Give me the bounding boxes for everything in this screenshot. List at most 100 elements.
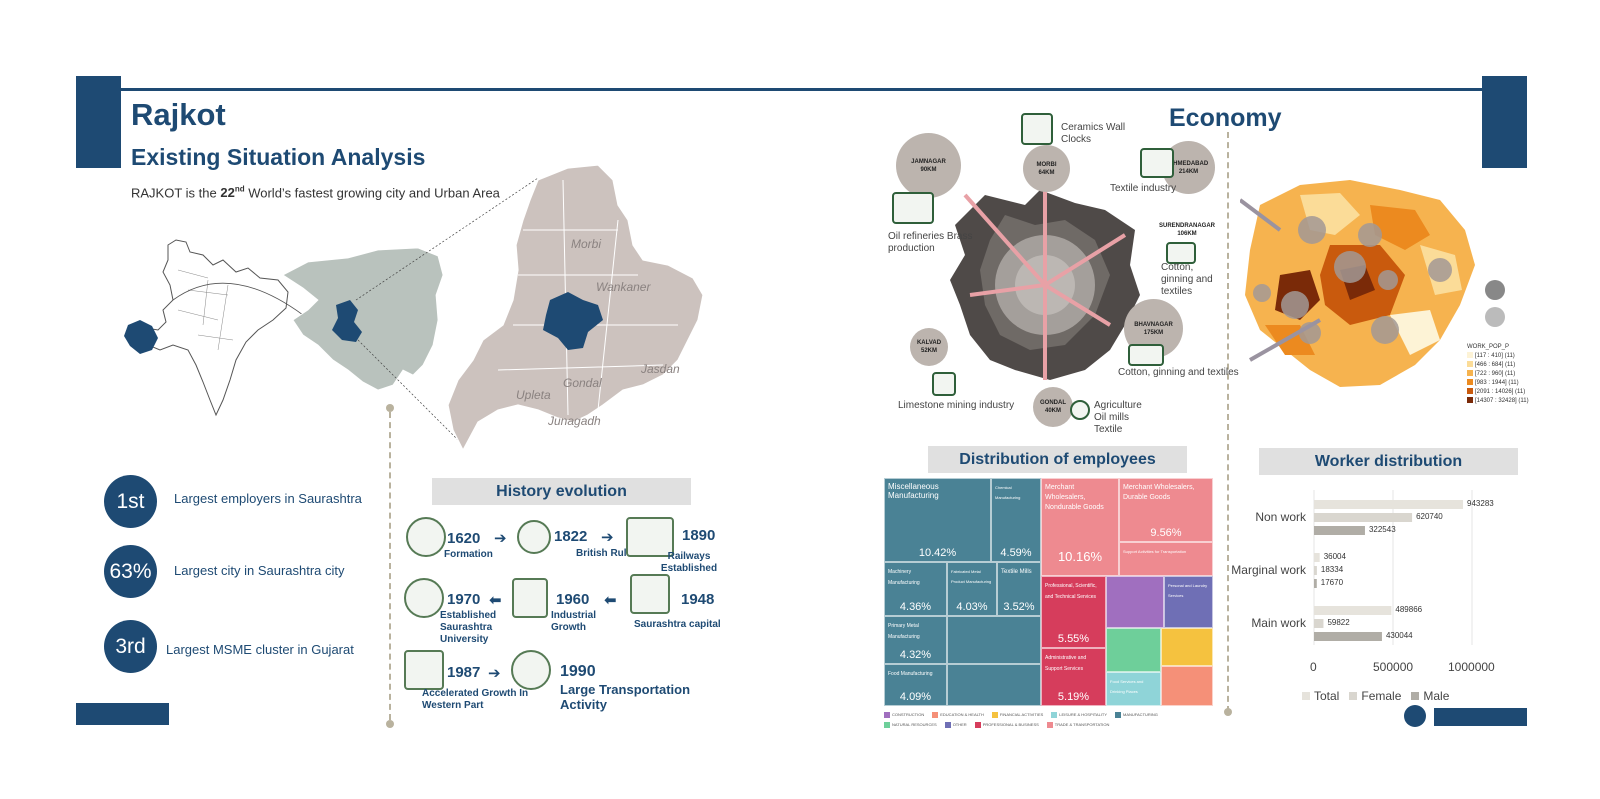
tagline-rank: 22nd: [220, 185, 245, 201]
conveyor-icon: [1128, 344, 1164, 366]
india-outline: [137, 239, 289, 417]
event-year-1970: 1970: [447, 591, 481, 608]
map-label-wankaner: Wankaner: [596, 280, 651, 294]
event-label-1620: Formation: [444, 549, 493, 560]
treemap-legend-item: PROFESSIONAL & BUSINESS: [974, 721, 1039, 728]
india-gujarat-highlight: [124, 320, 158, 354]
arrow-right-icon: ➔: [601, 529, 614, 546]
frame-block-top-right: [1482, 76, 1527, 168]
city-circle-morbi: MORBI 64KM: [1023, 145, 1070, 192]
city-circle-jamnagar: JAMNAGAR 90KM: [896, 133, 961, 198]
header-rule: [120, 88, 1485, 91]
industry-icon: [512, 578, 548, 618]
city-growth-icon: [404, 650, 444, 690]
legend-swatch: [1467, 352, 1473, 359]
tile-wholesale-durable: Merchant Wholesalers, Durable Goods 9.56%: [1119, 478, 1213, 542]
timeline-dashed-line: [389, 412, 391, 720]
bar-value-label: 59822: [1327, 618, 1350, 627]
event-label-1948: Saurashtra capital: [634, 619, 721, 630]
tagline-suffix: World’s fastest growing city and Urban A…: [244, 185, 500, 201]
stat-text-2: Largest city in Saurashtra city: [174, 563, 345, 578]
legend-item-male: Male: [1411, 689, 1449, 703]
legend-swatch: [1467, 379, 1473, 386]
event-label-1970: Established Saurashtra University: [440, 610, 497, 645]
event-year-1960: 1960: [556, 591, 590, 608]
industry-cotton-2: Cotton, ginning and textiles: [1118, 367, 1239, 378]
tile-textile-mills: Textile Mills 3.52%: [997, 562, 1041, 616]
tile-machinery: Machinery Manufacturing 4.36%: [884, 562, 947, 616]
map-label-jasdan: Jasdan: [641, 362, 680, 376]
frame-block-bottom-left: [76, 703, 169, 725]
legend-item-total: Total: [1302, 689, 1339, 703]
university-seal-icon: [404, 578, 444, 618]
stat-circle-3: 3rd: [104, 620, 157, 673]
city-circle-surendranagar: SURENDRANAGAR 106KM: [1159, 223, 1216, 237]
employees-treemap: Miscellaneous Manufacturing 10.42% Chemic…: [884, 478, 1213, 706]
map-label-morbi: Morbi: [571, 237, 602, 251]
arrow-right-icon: ➔: [494, 530, 507, 547]
tagline: RAJKOT is the 22nd World’s fastest growi…: [131, 185, 500, 200]
choropleth-legend-item: [117 : 410] (11): [1467, 352, 1529, 361]
mining-pump-icon: [932, 372, 956, 396]
worker-choropleth-map: [1240, 180, 1505, 387]
bar-male: [1314, 579, 1317, 588]
tile-primary-metal: Primary Metal Manufacturing 4.32%: [884, 616, 947, 664]
x-tick-label: 1000000: [1448, 660, 1495, 674]
economy-dot-bottom: [1224, 708, 1232, 716]
formation-icon: [406, 517, 446, 557]
map-label-gondal: Gondal: [563, 376, 602, 390]
worker-chart-legend: Total Female Male: [1302, 689, 1459, 703]
arrow-left-icon: ⬅: [604, 592, 617, 609]
event-label-1822: British Rule: [576, 548, 633, 559]
radial-arrows: [963, 190, 1127, 380]
agriculture-icon: [1070, 400, 1090, 420]
bar-female: [1314, 513, 1413, 522]
city-circle-gondal: GONDAL 40KM: [1033, 387, 1073, 427]
choropleth-legend-title: WORK_POP_P: [1467, 344, 1510, 350]
category-label: Marginal work: [1231, 563, 1306, 577]
treemap-legend-item: FINANCIAL ACTIVITIES: [991, 711, 1043, 718]
tile-misc-manufacturing: Miscellaneous Manufacturing 10.42%: [884, 478, 991, 562]
train-icon: [626, 517, 674, 557]
textile-machine-icon: [1140, 148, 1174, 178]
timeline-dot-top: [386, 404, 394, 412]
bar-value-label: 18334: [1320, 565, 1344, 574]
tile-fabricated-metal: Fabricated Metal Product Manufacturing 4.…: [947, 562, 997, 616]
treemap-legend: CONSTRUCTION EDUCATION & HEALTH FINANCIAL …: [884, 708, 1224, 728]
industry-oil: Oil refineries Brass production: [888, 231, 973, 254]
category-label: Non work: [1255, 510, 1306, 524]
logo-icon: [1404, 705, 1426, 727]
stat-circle-1: 1st: [104, 475, 157, 528]
choropleth-legend-item: [2091 : 14026] (11): [1467, 388, 1529, 397]
bar-value-label: 489866: [1395, 605, 1423, 614]
tagline-prefix: RAJKOT is the: [131, 185, 221, 201]
tile-other-purple: [1106, 576, 1164, 628]
tile-admin-services: Administrative and Support Services 5.19%: [1041, 648, 1106, 706]
tile-natural-resources: [1106, 628, 1161, 672]
event-year-1990: 1990: [560, 663, 596, 680]
event-year-1987: 1987: [447, 664, 481, 681]
rajkot-city-highlight: [543, 292, 603, 350]
x-tick-label: 0: [1310, 660, 1317, 674]
british-rule-icon: [517, 520, 551, 554]
bar-value-label: 943283: [1467, 499, 1494, 508]
bar-total: [1314, 500, 1464, 509]
treemap-legend-item: MANUFACTURING: [1115, 711, 1158, 718]
event-year-1948: 1948: [681, 591, 715, 608]
event-year-1822: 1822: [554, 528, 588, 545]
india-gujarat-rajkot-map: [124, 164, 704, 452]
treemap-legend-item: NATURAL RESOURCES: [884, 721, 937, 728]
treemap-legend-item: EDUCATION & HEALTH: [932, 711, 984, 718]
choropleth-legend-item: [983 : 1944] (11): [1467, 379, 1529, 388]
timeline-dot-bottom: [386, 720, 394, 728]
industry-limestone: Limestone mining industry: [898, 400, 1015, 411]
cotton-icon: [1166, 242, 1196, 264]
tile-other-manufacturing: [947, 664, 1041, 706]
industry-cotton-1: Cotton, ginning and textiles: [1161, 262, 1213, 297]
industry-ceramics: Ceramics Wall Clocks: [1061, 122, 1126, 145]
arrow-left-icon: ⬅: [489, 592, 502, 609]
category-label: Main work: [1251, 616, 1306, 630]
bar-value-label: 430044: [1385, 631, 1413, 640]
economy-title: Economy: [1169, 104, 1282, 132]
bar-value-label: 322543: [1368, 525, 1396, 534]
